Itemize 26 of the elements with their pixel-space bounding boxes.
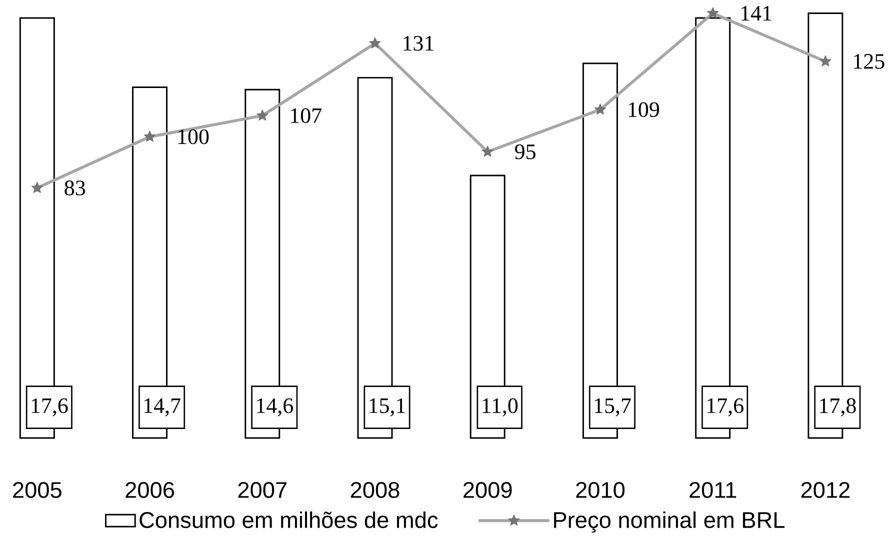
x-tick-label: 2012 — [801, 482, 850, 498]
legend-label: Consumo em milhões de mdc — [140, 511, 438, 528]
data-label: 15,1 — [370, 398, 405, 416]
data-label: 17,8 — [820, 398, 856, 416]
data-label: 17,6 — [707, 398, 744, 416]
x-tick-label: 2011 — [690, 482, 736, 498]
x-tick-label: 2010 — [576, 482, 625, 498]
data-label: 15,7 — [594, 398, 631, 416]
data-label: 17,6 — [32, 398, 68, 416]
legend-label: Preço nominal em BRL — [554, 511, 784, 533]
data-label: 131 — [404, 36, 434, 51]
x-tick-label: 2006 — [126, 482, 174, 498]
x-tick-label: 2009 — [464, 482, 512, 498]
data-label: 95 — [515, 144, 536, 160]
x-tick-label: 2007 — [238, 482, 286, 498]
data-label: 11,0 — [482, 398, 518, 416]
data-label: 100 — [178, 129, 209, 144]
data-label: 14,6 — [257, 398, 293, 416]
data-label: 141 — [741, 6, 772, 21]
x-tick-label: 2008 — [350, 482, 400, 498]
data-label: 83 — [64, 180, 86, 196]
data-label: 14,7 — [144, 398, 180, 416]
x-tick-label: 2005 — [13, 482, 62, 498]
data-label: 107 — [291, 108, 322, 124]
data-label: 109 — [628, 102, 660, 118]
data-label: 125 — [854, 54, 884, 69]
